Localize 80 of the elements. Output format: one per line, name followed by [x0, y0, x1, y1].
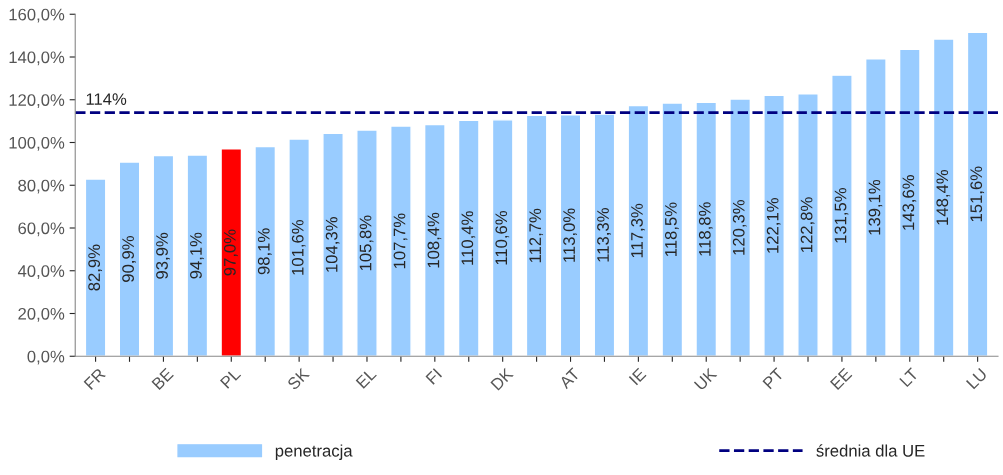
bar [966, 31, 989, 357]
data-label: 113,3% [597, 208, 611, 262]
bar [525, 114, 548, 357]
data-label: 118,5% [664, 202, 679, 256]
x-tick-label: EE [829, 367, 853, 390]
data-label: 131,5% [834, 188, 849, 243]
data-label: 148,4% [936, 169, 951, 225]
bar [593, 113, 616, 357]
data-label: 112,7% [529, 208, 544, 263]
x-tick-label: BE [151, 367, 174, 390]
data-label: 101,6% [291, 219, 306, 275]
data-label: 108,4% [427, 212, 442, 268]
data-label: 98,1% [257, 228, 272, 275]
x-tick-label: EL [355, 367, 377, 389]
bar [356, 129, 378, 357]
bar [390, 125, 412, 357]
y-tick-label: 100,0% [9, 136, 65, 151]
bar [864, 58, 887, 357]
bar [254, 145, 277, 357]
y-tick-label: 0,0% [27, 350, 65, 365]
data-label: 105,8% [359, 215, 374, 271]
data-label: 122,8% [800, 197, 815, 252]
bar [695, 101, 718, 357]
bar [627, 104, 650, 357]
x-tick-label: UK [693, 367, 718, 391]
x-tick-label: PL [219, 367, 242, 389]
bar [84, 178, 107, 357]
x-tick-label: IE [628, 367, 647, 386]
y-tick-label: 40,0% [17, 265, 65, 279]
data-label: 97,0% [223, 229, 238, 276]
y-tick-label: 20,0% [18, 307, 65, 322]
data-label: 110,4% [461, 211, 476, 265]
annotation: 114% [86, 93, 127, 105]
y-tick-label: 120,0% [9, 94, 65, 108]
data-label: 151,6% [970, 166, 985, 222]
data-label: 117,3% [631, 203, 645, 258]
x-tick-label: LT [899, 367, 919, 388]
data-label: 122,1% [766, 198, 781, 253]
bar [797, 93, 819, 357]
bar [559, 114, 582, 357]
bar [220, 148, 243, 357]
legend-label: średnia dla UE [816, 444, 925, 457]
data-label: 110,6% [495, 210, 510, 265]
data-label: 120,3% [732, 200, 747, 255]
data-label: 143,6% [902, 175, 917, 230]
legend-label: penetracja [275, 444, 353, 460]
data-label: 82,9% [88, 244, 103, 291]
bar [152, 154, 175, 357]
y-tick-label: 140,0% [9, 51, 65, 66]
data-label: 139,1% [868, 179, 883, 235]
bar [288, 138, 311, 357]
data-label: 104,3% [325, 217, 340, 272]
x-tick-label: SK [286, 367, 311, 391]
bar [763, 94, 785, 357]
bar [186, 154, 209, 357]
bar [457, 119, 480, 357]
x-tick-label: AT [558, 367, 581, 390]
data-label: 118,8% [698, 202, 713, 256]
bar [898, 48, 921, 357]
x-tick-label: PT [762, 367, 785, 390]
x-tick-label: FR [83, 367, 106, 390]
bar [118, 161, 141, 357]
bar [661, 102, 684, 357]
y-tick-label: 60,0% [18, 222, 65, 237]
data-label: 90,9% [122, 236, 136, 282]
bar [932, 38, 955, 357]
x-tick-label: FI [425, 368, 443, 385]
bar [322, 132, 344, 357]
y-tick-label: 80,0% [18, 179, 65, 194]
data-label: 94,1% [190, 232, 204, 279]
data-label: 107,7% [393, 213, 408, 269]
data-label: 113,0% [563, 208, 577, 262]
bar [423, 123, 446, 357]
data-label: 93,9% [156, 232, 170, 279]
bar [729, 98, 752, 357]
y-tick-label: 160,0% [9, 8, 65, 23]
x-tick-label: DK [490, 367, 514, 391]
bar [491, 119, 514, 357]
bar [831, 74, 853, 357]
x-tick-label: LU [966, 368, 988, 390]
